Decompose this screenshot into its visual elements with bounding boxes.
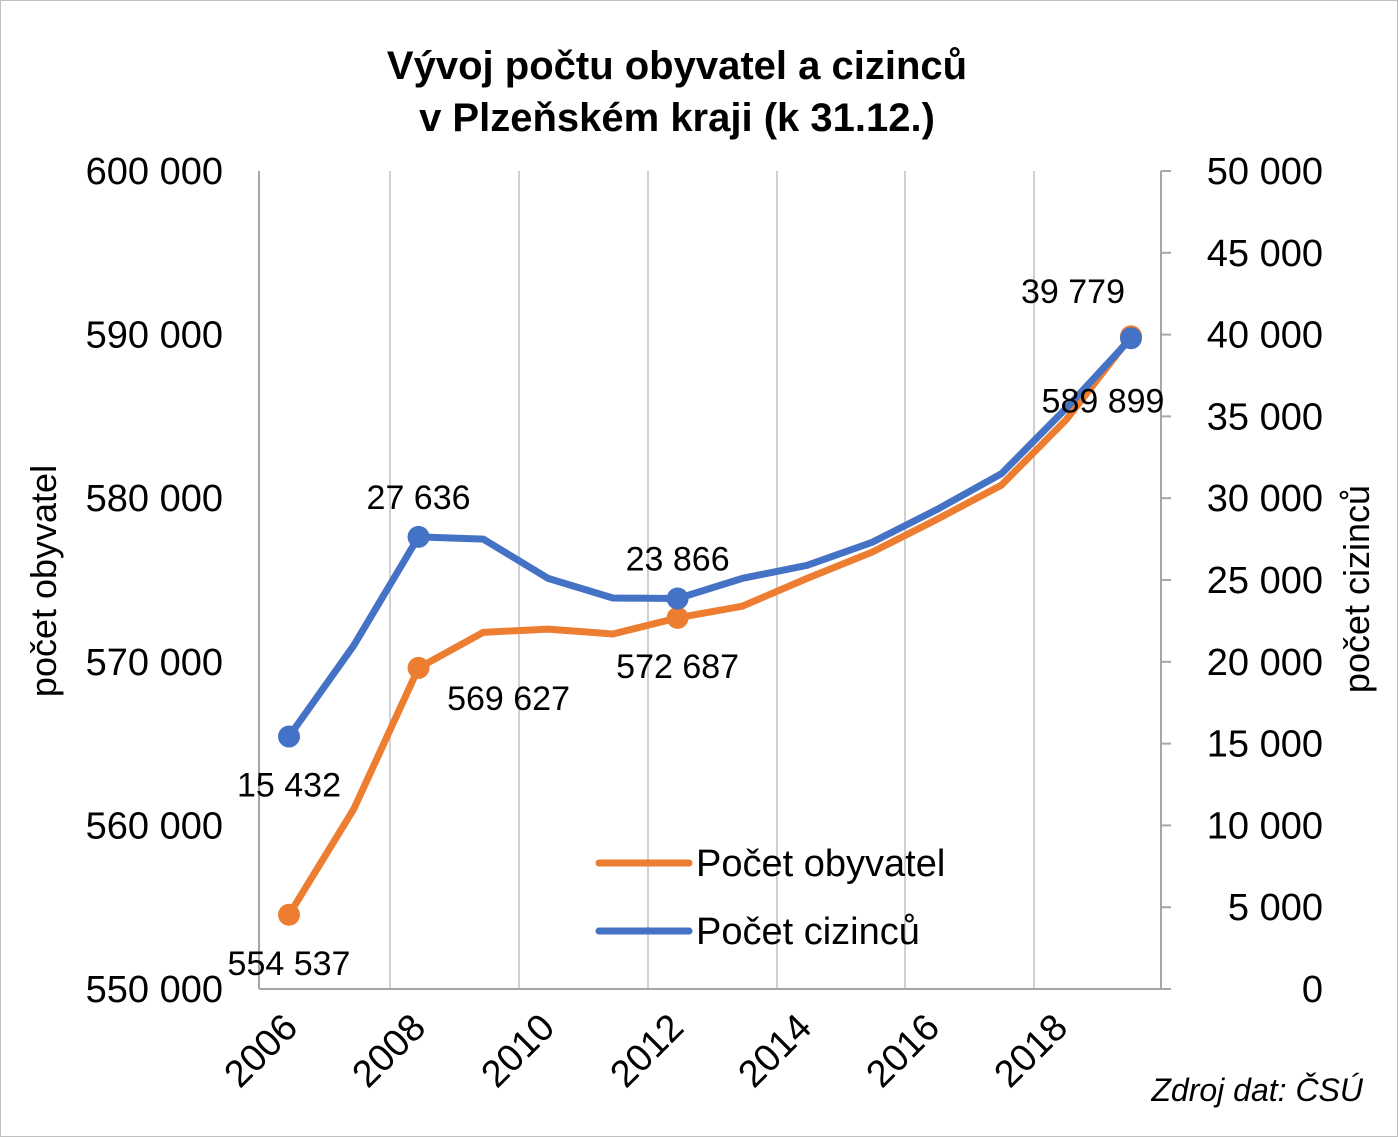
y-right-tick-label: 10 000: [1207, 805, 1323, 847]
data-point-pocet-obyvatel: [278, 903, 300, 926]
data-label-pocet-obyvatel: 554 537: [228, 945, 351, 983]
data-label-pocet-cizincu: 27 636: [367, 479, 471, 517]
x-tick-label: 2016: [859, 1006, 948, 1095]
x-tick-label: 2014: [731, 1006, 820, 1095]
y-right-tick-label: 35 000: [1207, 396, 1323, 438]
y-right-tick-label: 50 000: [1207, 151, 1323, 193]
y-right-tick-label: 45 000: [1207, 233, 1323, 275]
y-right-tick-label: 0: [1302, 969, 1323, 1011]
x-tick-label: 2012: [603, 1006, 692, 1095]
y-left-tick-label: 550 000: [86, 969, 223, 1011]
y-axis-right-title: počet cizinců: [1336, 485, 1377, 693]
y-left-tick-label: 560 000: [86, 805, 223, 847]
x-tick-label: 2018: [987, 1006, 1076, 1095]
legend-label-pocet-cizincu: Počet cizinců: [696, 911, 920, 953]
y-left-tick-label: 600 000: [86, 151, 223, 193]
series: [278, 325, 1142, 926]
data-labels: 554 537 569 627 572 687 589 899 15 432 27 636…: [228, 273, 1165, 983]
data-point-pocet-cizincu: [407, 525, 430, 548]
data-label-pocet-cizincu: 15 432: [237, 767, 341, 805]
data-label-pocet-obyvatel: 589 899: [1042, 382, 1165, 420]
y-right-tick-label: 25 000: [1207, 560, 1323, 602]
data-point-pocet-obyvatel: [666, 606, 689, 629]
y-right-tick-label: 5 000: [1228, 887, 1323, 929]
legend-label-pocet-obyvatel: Počet obyvatel: [696, 843, 945, 885]
x-tick-label: 2008: [345, 1006, 434, 1095]
y-right-tick-label: 40 000: [1207, 315, 1323, 357]
y-left-tick-label: 590 000: [86, 315, 223, 357]
y-left-tick-label: 570 000: [86, 642, 223, 684]
title-line-2: v Plzeňském kraji (k 31.12.): [419, 96, 935, 140]
y-left-tick-label: 580 000: [86, 478, 223, 520]
series-line-pocet-obyvatel: [285, 332, 1135, 919]
title-line-1: Vývoj počtu obyvatel a cizinců: [387, 44, 967, 88]
data-point-pocet-cizincu: [666, 587, 689, 610]
axes: 550 000 560 000 570 000 580 000 590 000 600 0…: [23, 151, 1377, 1096]
data-point-pocet-cizincu: [278, 725, 300, 748]
data-point-pocet-obyvatel: [407, 656, 430, 679]
y-right-tick-label: 15 000: [1207, 724, 1323, 766]
x-tick-label: 2010: [474, 1006, 563, 1095]
y-axis-left-title: počet obyvatel: [23, 465, 64, 697]
legend: Počet obyvatel Počet cizinců: [595, 843, 945, 953]
x-tick-label: 2006: [217, 1006, 306, 1095]
data-label-pocet-obyvatel: 572 687: [616, 648, 739, 686]
y-right-tick-label: 20 000: [1207, 642, 1323, 684]
grid: [258, 171, 1035, 989]
data-label-pocet-obyvatel: 569 627: [447, 680, 570, 718]
source-note: Zdroj dat: ČSÚ: [1150, 1072, 1364, 1108]
data-label-pocet-cizincu: 39 779: [1021, 273, 1125, 311]
data-label-pocet-cizincu: 23 866: [626, 541, 730, 579]
y-right-tick-label: 30 000: [1207, 478, 1323, 520]
data-point-pocet-cizincu: [1120, 327, 1142, 350]
chart-title: Vývoj počtu obyvatel a cizinců v Plzeňské…: [387, 44, 967, 140]
